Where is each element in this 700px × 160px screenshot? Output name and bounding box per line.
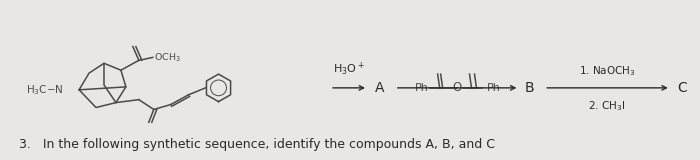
Text: Ph: Ph (486, 83, 500, 93)
Text: OCH$_3$: OCH$_3$ (154, 51, 181, 64)
Text: A: A (375, 81, 384, 95)
Text: B: B (524, 81, 534, 95)
Text: H$_3$O$^+$: H$_3$O$^+$ (333, 61, 365, 78)
Text: 1. NaOCH$_3$: 1. NaOCH$_3$ (579, 64, 636, 78)
Text: 2. CH$_3$I: 2. CH$_3$I (588, 100, 626, 113)
Text: O: O (452, 81, 461, 94)
Text: 3.   In the following synthetic sequence, identify the compounds A, B, and C: 3. In the following synthetic sequence, … (20, 138, 496, 151)
Text: Ph: Ph (415, 83, 428, 93)
Text: C: C (677, 81, 687, 95)
Text: H$_3$C$-$N: H$_3$C$-$N (26, 83, 63, 97)
